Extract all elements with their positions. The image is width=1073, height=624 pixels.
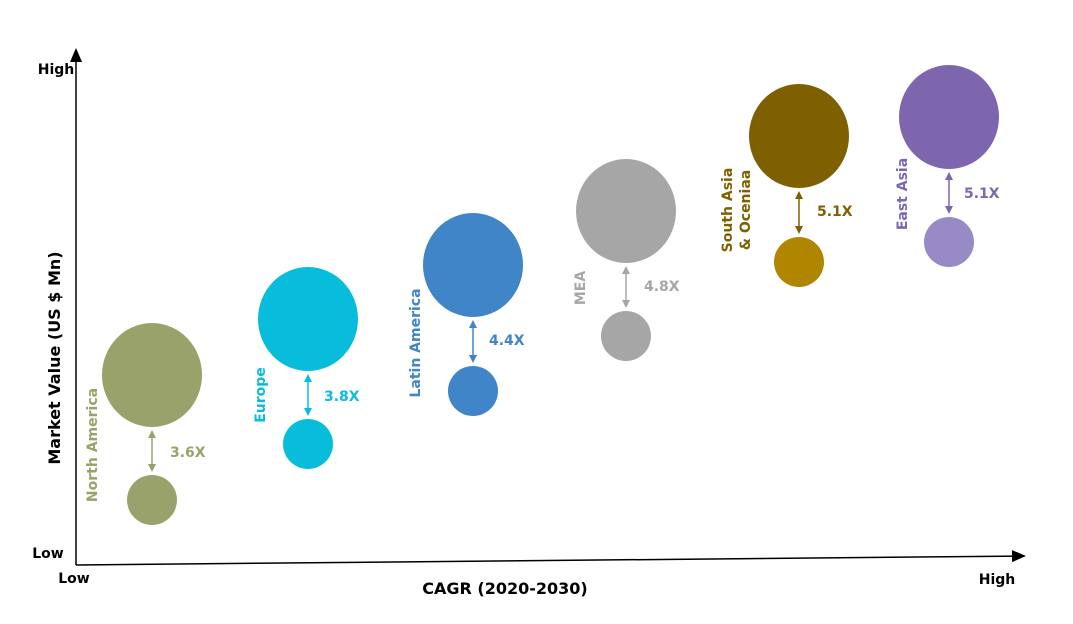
- bubble-small: [774, 237, 824, 287]
- arrowhead-down: [304, 408, 312, 416]
- growth-label: 3.6X: [170, 445, 206, 461]
- growth-label: 5.1X: [964, 186, 1000, 202]
- region-label: North America: [85, 388, 101, 502]
- x-tick-high: High: [979, 572, 1016, 588]
- region-label: MEA: [573, 271, 589, 305]
- arrowhead-up: [622, 266, 630, 274]
- x-axis-label: CAGR (2020-2030): [422, 579, 587, 598]
- arrowhead-up: [945, 172, 953, 180]
- region-3: 4.8X MEA: [573, 159, 680, 361]
- region-label: South Asia & Oceniaa: [720, 168, 754, 253]
- bubble-small: [924, 217, 974, 267]
- bubble-large: [899, 65, 999, 169]
- arrowhead-down: [622, 300, 630, 308]
- region-1: 3.8X Europe: [253, 267, 360, 469]
- region-label: Europe: [253, 367, 269, 423]
- arrowhead-up: [795, 191, 803, 199]
- region-2: 4.4X Latin America: [408, 213, 525, 416]
- arrowhead-up: [148, 430, 156, 438]
- y-axis-label: Market Value (US $ Mn): [45, 251, 64, 464]
- growth-label: 3.8X: [324, 389, 360, 405]
- bubble-large: [102, 323, 202, 427]
- bubble-small: [283, 419, 333, 469]
- region-0: 3.6X North America: [85, 323, 206, 525]
- bubble-large: [423, 213, 523, 317]
- y-tick-high: High: [38, 62, 75, 78]
- region-5: 5.1X East Asia: [895, 65, 1000, 267]
- arrowhead-down: [795, 226, 803, 234]
- y-tick-low: Low: [32, 546, 64, 562]
- bubble-small: [601, 311, 651, 361]
- bubble-group: 3.6X North America 3.8X Europe 4.4X Latin Ame…: [85, 65, 1000, 525]
- bubble-large: [749, 84, 849, 188]
- region-label: Latin America: [408, 288, 424, 397]
- bubble-large: [576, 159, 676, 263]
- bubble-small: [448, 366, 498, 416]
- growth-label: 5.1X: [817, 204, 853, 220]
- growth-label: 4.4X: [489, 333, 525, 349]
- bubble-large: [258, 267, 358, 371]
- bubble-small: [127, 475, 177, 525]
- growth-label: 4.8X: [644, 279, 680, 295]
- arrowhead-down: [148, 464, 156, 472]
- arrowhead-up: [304, 374, 312, 382]
- region-4: 5.1X South Asia & Oceniaa: [720, 84, 853, 287]
- arrowhead-down: [945, 206, 953, 214]
- region-label: East Asia: [895, 158, 911, 230]
- arrowhead-up: [469, 320, 477, 328]
- arrowhead-down: [469, 355, 477, 363]
- x-tick-low: Low: [58, 571, 90, 587]
- x-axis: [75, 550, 1026, 566]
